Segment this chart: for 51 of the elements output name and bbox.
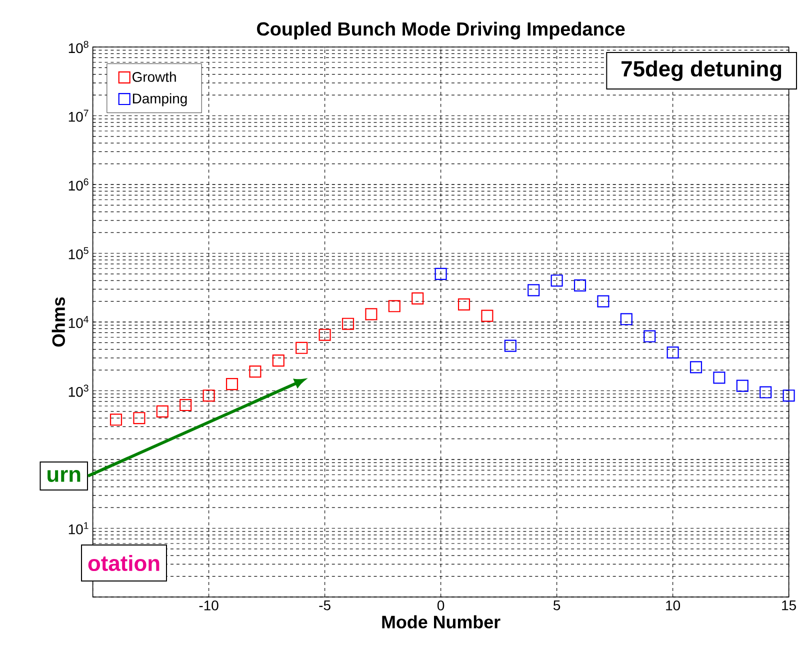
point <box>713 372 726 384</box>
y-axis-title: Ohms <box>52 297 65 347</box>
point <box>226 378 238 390</box>
point <box>180 398 192 412</box>
y-tick-label: 10$^{7}$ <box>68 110 88 122</box>
point <box>504 340 516 352</box>
y-tick-label: 10$^{8}$ <box>68 40 88 54</box>
point <box>458 298 470 310</box>
x-tick-label: 0 <box>437 600 444 610</box>
point <box>202 390 215 402</box>
y-tick-label: 10$^{4}$ <box>68 316 88 328</box>
legend-label: Damping <box>132 93 187 106</box>
point <box>620 313 632 326</box>
point <box>434 268 447 280</box>
y-tick-label: 10$^{3}$ <box>68 384 88 397</box>
point <box>666 346 679 359</box>
point <box>342 318 354 330</box>
text: urn <box>48 470 80 482</box>
y-tick-label: 10$^{1}$ <box>68 522 88 534</box>
point <box>365 308 378 320</box>
point <box>481 310 494 322</box>
x-tick-label: 5 <box>553 600 560 610</box>
x-tick-label: 15 <box>782 600 796 610</box>
point <box>272 354 284 367</box>
annotation: otation <box>88 554 160 572</box>
annotation: 75deg detuning <box>622 60 782 81</box>
point <box>412 292 424 304</box>
y-tick-label: 10$^{5}$ <box>68 247 88 260</box>
point <box>110 414 122 426</box>
chart-title: Coupled Bunch Mode Driving Impedance <box>257 22 625 40</box>
point <box>318 328 331 341</box>
point <box>736 380 748 392</box>
y-tick-label: 10$^{6}$ <box>68 178 88 191</box>
x-axis-title: Mode Number <box>382 615 500 628</box>
point <box>550 274 563 287</box>
point <box>690 361 702 374</box>
point <box>597 295 610 308</box>
point <box>296 342 308 354</box>
point <box>388 300 400 312</box>
point <box>782 390 795 402</box>
point <box>249 366 262 378</box>
x-tick-label: -10 <box>199 600 218 610</box>
legend-label: Growth <box>132 72 176 82</box>
point <box>133 412 146 424</box>
point <box>644 330 656 342</box>
x-tick-label: -5 <box>319 600 330 610</box>
point <box>760 386 772 398</box>
point <box>156 405 168 418</box>
point <box>574 279 586 292</box>
point <box>528 284 540 296</box>
x-tick-label: 10 <box>666 600 680 610</box>
